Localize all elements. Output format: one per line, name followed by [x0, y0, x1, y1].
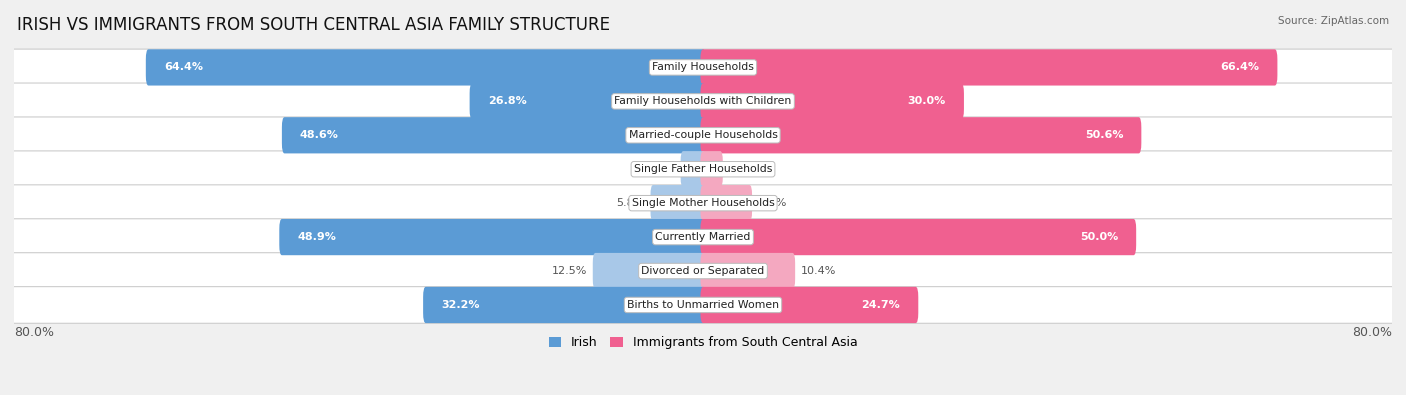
FancyBboxPatch shape	[13, 287, 1393, 323]
FancyBboxPatch shape	[281, 117, 706, 153]
FancyBboxPatch shape	[700, 287, 918, 323]
FancyBboxPatch shape	[681, 151, 706, 187]
Text: Married-couple Households: Married-couple Households	[628, 130, 778, 140]
FancyBboxPatch shape	[651, 185, 706, 221]
Text: 48.6%: 48.6%	[299, 130, 339, 140]
FancyBboxPatch shape	[13, 83, 1393, 120]
FancyBboxPatch shape	[700, 117, 1142, 153]
FancyBboxPatch shape	[700, 219, 1136, 255]
Text: 32.2%: 32.2%	[441, 300, 479, 310]
FancyBboxPatch shape	[13, 49, 1393, 86]
Text: 64.4%: 64.4%	[165, 62, 202, 72]
FancyBboxPatch shape	[13, 253, 1393, 290]
Text: Single Father Households: Single Father Households	[634, 164, 772, 174]
FancyBboxPatch shape	[423, 287, 706, 323]
FancyBboxPatch shape	[470, 83, 706, 119]
Text: 2.0%: 2.0%	[728, 164, 758, 174]
Text: 12.5%: 12.5%	[551, 266, 586, 276]
FancyBboxPatch shape	[13, 151, 1393, 188]
Text: 5.8%: 5.8%	[616, 198, 644, 208]
Legend: Irish, Immigrants from South Central Asia: Irish, Immigrants from South Central Asi…	[548, 336, 858, 349]
FancyBboxPatch shape	[700, 49, 1278, 86]
Text: 66.4%: 66.4%	[1220, 62, 1260, 72]
Text: 48.9%: 48.9%	[298, 232, 336, 242]
FancyBboxPatch shape	[13, 219, 1393, 256]
Text: Currently Married: Currently Married	[655, 232, 751, 242]
Text: Divorced or Separated: Divorced or Separated	[641, 266, 765, 276]
Text: 5.4%: 5.4%	[758, 198, 786, 208]
FancyBboxPatch shape	[593, 253, 706, 289]
Text: 80.0%: 80.0%	[1353, 326, 1392, 339]
FancyBboxPatch shape	[280, 219, 706, 255]
Text: Family Households: Family Households	[652, 62, 754, 72]
FancyBboxPatch shape	[146, 49, 706, 86]
FancyBboxPatch shape	[700, 253, 796, 289]
Text: 24.7%: 24.7%	[862, 300, 900, 310]
FancyBboxPatch shape	[13, 185, 1393, 222]
Text: 2.3%: 2.3%	[647, 164, 675, 174]
Text: IRISH VS IMMIGRANTS FROM SOUTH CENTRAL ASIA FAMILY STRUCTURE: IRISH VS IMMIGRANTS FROM SOUTH CENTRAL A…	[17, 16, 610, 34]
FancyBboxPatch shape	[13, 117, 1393, 154]
FancyBboxPatch shape	[700, 83, 965, 119]
FancyBboxPatch shape	[700, 151, 723, 187]
Text: Source: ZipAtlas.com: Source: ZipAtlas.com	[1278, 16, 1389, 26]
Text: Births to Unmarried Women: Births to Unmarried Women	[627, 300, 779, 310]
Text: Single Mother Households: Single Mother Households	[631, 198, 775, 208]
Text: Family Households with Children: Family Households with Children	[614, 96, 792, 106]
FancyBboxPatch shape	[700, 185, 752, 221]
Text: 26.8%: 26.8%	[488, 96, 526, 106]
Text: 10.4%: 10.4%	[801, 266, 837, 276]
Text: 50.0%: 50.0%	[1080, 232, 1118, 242]
Text: 80.0%: 80.0%	[14, 326, 53, 339]
Text: 30.0%: 30.0%	[908, 96, 946, 106]
Text: 50.6%: 50.6%	[1085, 130, 1123, 140]
